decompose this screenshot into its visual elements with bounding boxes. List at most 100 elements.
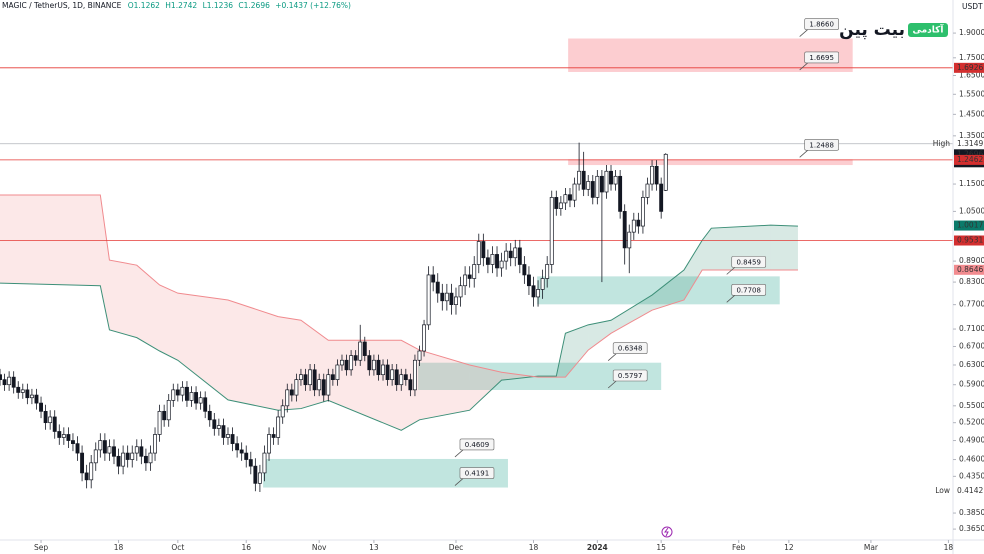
price-label: 1.3149	[957, 139, 983, 148]
candle-body	[458, 285, 463, 298]
candle-body	[0, 374, 2, 381]
callout-pointer	[454, 478, 464, 486]
y-tick-label: 1.6500	[959, 71, 984, 80]
candle-body	[166, 400, 171, 421]
candle-body	[308, 369, 313, 386]
y-tick-label: 1.4500	[959, 109, 984, 118]
candle-body	[371, 359, 376, 371]
price-label: 1.0017	[957, 221, 983, 230]
candle-body	[481, 241, 486, 259]
price-label: 1.2696	[957, 149, 983, 158]
candle-body	[463, 274, 468, 287]
y-tick-label: 0.4600	[959, 455, 984, 464]
candle-body	[490, 254, 495, 265]
cloud-fill	[770, 225, 798, 271]
callout-box	[612, 369, 648, 382]
x-tick-label: 12	[784, 543, 794, 552]
logo-title: بیت پین	[839, 20, 905, 40]
axes: 1.9000 1.7500 1.6500 1.5500 1.4500 1.3500 1.15…	[34, 28, 984, 552]
candle-body	[485, 257, 490, 265]
y-tick-label: 1.0500	[959, 206, 984, 215]
candle-body	[590, 181, 595, 198]
x-tick-label: 18	[944, 543, 954, 552]
candle-body	[403, 374, 408, 381]
price-label: 1.6926	[957, 63, 983, 72]
y-tick-label: 0.8300	[959, 277, 984, 286]
x-tick-label: Dec	[449, 543, 464, 552]
candle-body	[358, 341, 363, 361]
price-label-bg	[954, 235, 984, 246]
callout-label: 0.4191	[465, 470, 490, 478]
y-tick-label: 0.6300	[959, 360, 984, 369]
candle-body	[257, 472, 262, 484]
candle-body	[344, 359, 349, 371]
y-tick-label: 0.6700	[959, 341, 984, 350]
cloud-fill	[565, 324, 589, 378]
candle-body	[408, 379, 413, 391]
x-tick-label: Mar	[864, 543, 879, 552]
cloud-fill	[419, 350, 470, 420]
event-icon[interactable]	[661, 526, 673, 538]
candle-body	[289, 389, 294, 396]
candle-body	[640, 197, 645, 227]
candle-body	[43, 410, 48, 424]
candle-body	[66, 434, 71, 441]
x-tick-label: Oct	[171, 543, 184, 552]
candle-body	[80, 452, 85, 474]
x-tick-label: Nov	[312, 543, 327, 552]
y-tick-label: 0.3650	[959, 524, 984, 533]
candle-body	[71, 440, 75, 444]
candle-body	[381, 364, 385, 376]
candle-body	[294, 379, 299, 396]
candle-body	[303, 374, 308, 386]
candle-body	[148, 452, 153, 464]
x-tick-label: 15	[656, 543, 666, 552]
candle-body	[157, 410, 162, 435]
x-tick-label: 18	[114, 543, 124, 552]
candle-body	[276, 416, 281, 438]
candle-body	[185, 386, 189, 401]
candle-body	[376, 359, 381, 376]
candle-body	[444, 292, 449, 302]
symbol: MAGIC / TetherUS, 1D, BINANCE	[2, 1, 122, 10]
candle-body	[531, 285, 536, 298]
candle-body	[312, 369, 317, 391]
candle-body	[340, 359, 344, 366]
candle-body	[143, 455, 148, 464]
y-tick-label: 0.3850	[959, 508, 984, 517]
callout-pointer	[454, 449, 464, 458]
candle-body	[326, 374, 331, 396]
callout-label: 0.4609	[465, 441, 490, 449]
ohlc: H1.2742	[165, 1, 197, 10]
candle-body	[330, 374, 335, 381]
candle-body	[426, 274, 431, 326]
x-tick-label: Sep	[34, 543, 48, 552]
y-tick-label: 0.5900	[959, 380, 984, 389]
callout-label: 0.7708	[736, 286, 761, 294]
event-icon	[664, 527, 669, 537]
currency: USDT	[962, 2, 983, 11]
callout-box	[804, 18, 839, 30]
candle-body	[262, 452, 267, 474]
y-tick-label: 0.7700	[959, 300, 984, 309]
price-label-bg	[954, 486, 984, 497]
ohlc: C1.2696	[238, 1, 270, 10]
candle-body	[449, 292, 454, 306]
candle-body	[508, 250, 513, 259]
cloud-line	[0, 224, 798, 431]
candle-body	[581, 170, 586, 190]
candle-body	[513, 247, 518, 259]
candle-body	[253, 465, 258, 484]
candle-body	[412, 359, 417, 391]
callout-box	[459, 438, 495, 451]
callout-pointer	[726, 267, 735, 275]
candle-body	[558, 202, 563, 209]
candle-body	[48, 416, 53, 424]
candle-body	[244, 452, 249, 460]
candle-body	[495, 254, 499, 269]
callout-box	[804, 51, 839, 64]
logo-badge-text: آکادمی	[913, 24, 945, 36]
candle-body	[390, 369, 395, 381]
price-label-bg	[954, 62, 984, 73]
x-tick-label: 16	[241, 543, 251, 552]
